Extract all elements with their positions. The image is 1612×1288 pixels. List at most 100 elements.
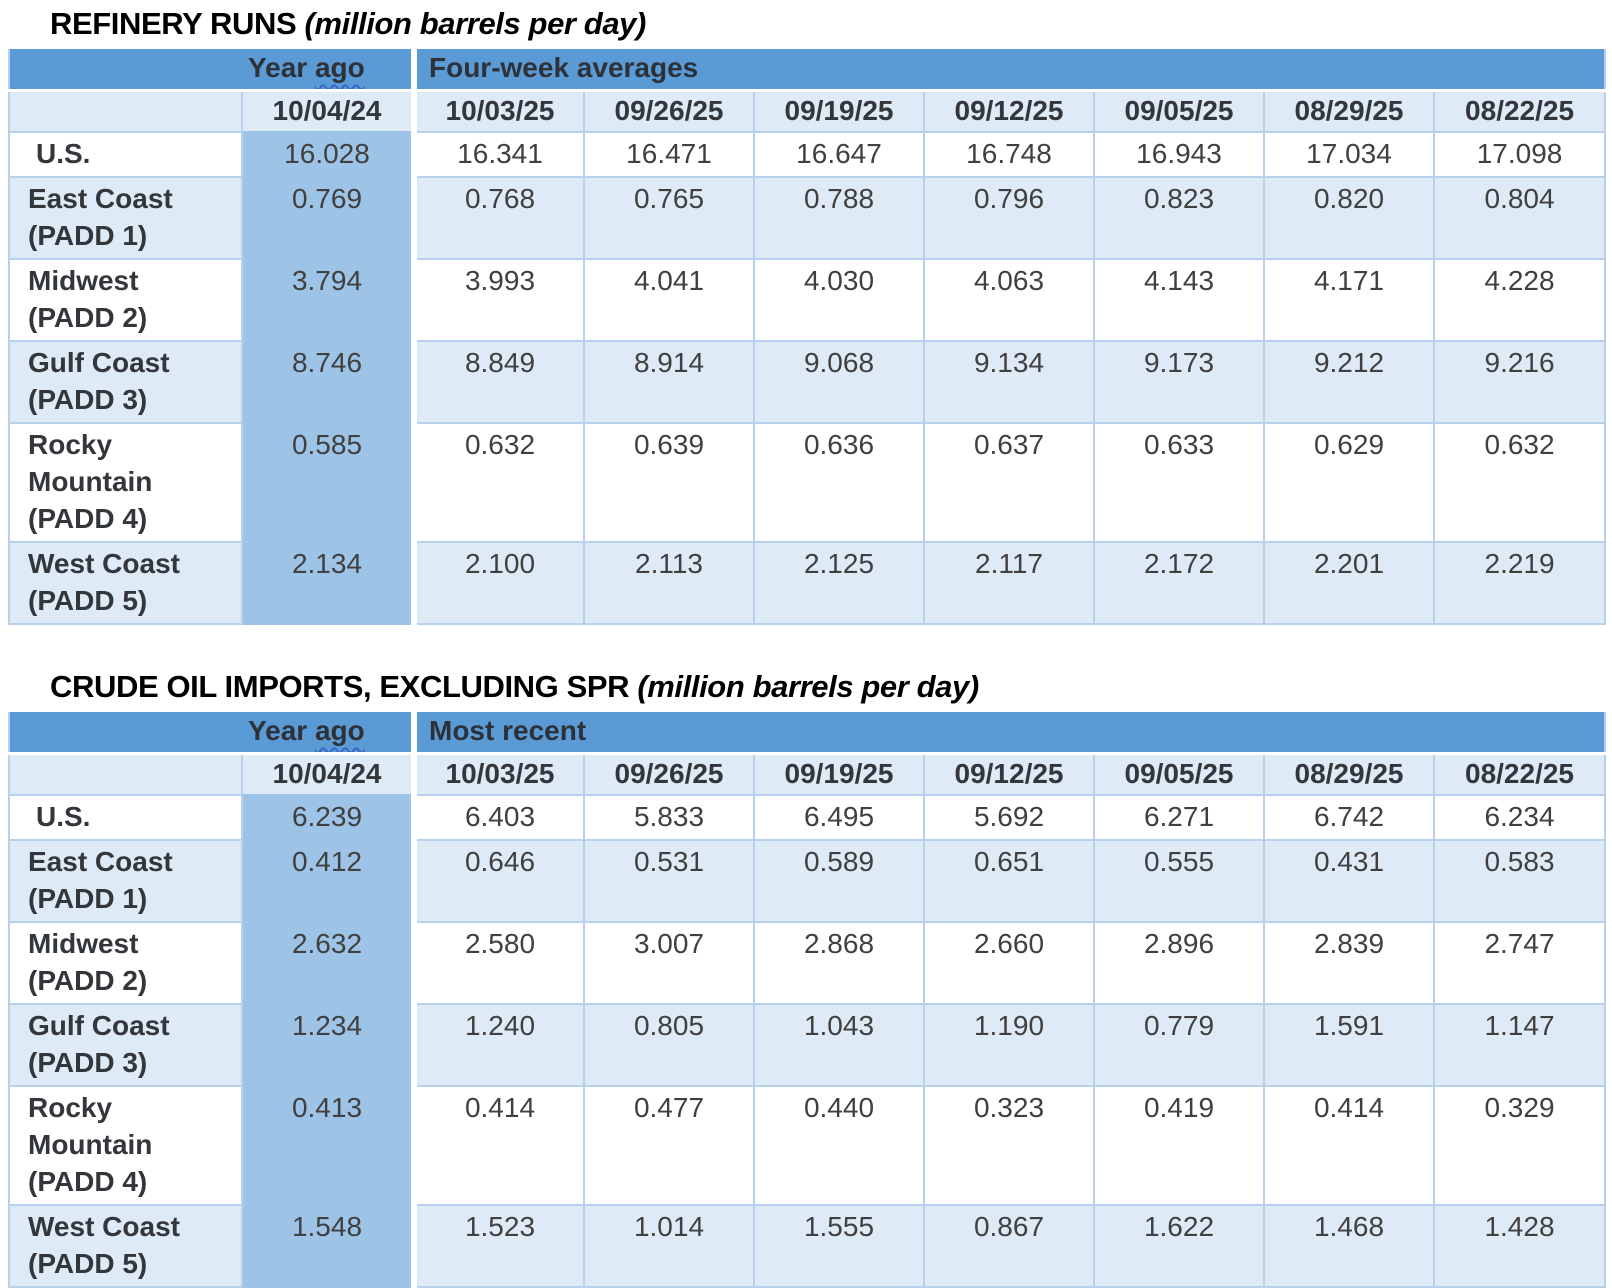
crude-oil-imports-section: CRUDE OIL IMPORTS, EXCLUDING SPR (millio…: [8, 669, 1612, 1288]
value-cell: 2.660: [923, 921, 1095, 1005]
region-label-line: (PADD 1): [28, 883, 148, 914]
region-label-line: Midwest: [28, 265, 139, 296]
table-row: Midwest (PADD 2) 2.632 2.580 3.007 2.868 2.660…: [8, 921, 1606, 1005]
region-label-line: (PADD 2): [28, 302, 148, 333]
title-unit: (million barrels per day): [637, 669, 979, 704]
date-header-row: 10/04/24 10/03/25 09/26/25 09/19/25 09/1…: [8, 89, 1607, 133]
date-header: 09/05/25: [1093, 89, 1265, 133]
region-label-line: Gulf Coast: [28, 347, 170, 378]
date-header: 09/12/25: [923, 89, 1095, 133]
value-cell: 4.143: [1093, 258, 1265, 342]
region-label: U.S.: [8, 794, 243, 841]
value-cell: 0.646: [413, 839, 585, 923]
value-cell: 16.647: [753, 131, 925, 178]
value-cell: 0.632: [413, 422, 585, 543]
year-ago-value: 0.413: [241, 1085, 417, 1206]
year-ago-value: 1.234: [241, 1003, 417, 1087]
region-label: Rocky Mountain (PADD 4): [8, 422, 243, 543]
table-row: West Coast (PADD 5) 1.548 1.523 1.014 1.555 0.…: [8, 1204, 1606, 1288]
value-cell: 0.779: [1093, 1003, 1265, 1087]
year-ago-date-header: 10/04/24: [241, 89, 417, 133]
value-cell: 0.414: [413, 1085, 585, 1206]
year-ago-value: 0.412: [241, 839, 417, 923]
year-ago-word-squiggled: ago: [314, 52, 365, 83]
value-cell: 1.147: [1433, 1003, 1606, 1087]
region-label-line: Midwest: [28, 928, 139, 959]
year-ago-word: Year: [248, 715, 308, 746]
date-header: 09/19/25: [753, 752, 925, 796]
table-row: West Coast (PADD 5) 2.134 2.100 2.113 2.125 2.…: [8, 541, 1607, 625]
refinery-runs-body: U.S. 16.028 16.341 16.471 16.647 16.748 16.943…: [8, 131, 1607, 625]
value-cell: 1.523: [413, 1204, 585, 1288]
group-header-row: Year ago Most recent: [8, 712, 1606, 755]
value-cell: 3.007: [583, 921, 755, 1005]
value-cell: 1.240: [413, 1003, 585, 1087]
value-cell: 9.134: [923, 340, 1095, 424]
region-label: Midwest (PADD 2): [8, 921, 243, 1005]
year-ago-date-header: 10/04/24: [241, 752, 417, 796]
corner-cell: [8, 49, 242, 92]
value-cell: 9.068: [753, 340, 925, 424]
value-cell: 6.271: [1093, 794, 1265, 841]
value-cell: 0.636: [753, 422, 925, 543]
date-header: 09/05/25: [1093, 752, 1265, 796]
empty-label-header: [8, 752, 243, 796]
year-ago-value: 2.632: [241, 921, 417, 1005]
year-ago-word-squiggled: ago: [314, 715, 365, 746]
value-cell: 2.100: [413, 541, 585, 625]
crude-oil-imports-body: U.S. 6.239 6.403 5.833 6.495 5.692 6.271 6.742 6…: [8, 794, 1606, 1288]
value-cell: 6.495: [753, 794, 925, 841]
date-header: 09/26/25: [583, 89, 755, 133]
region-label-line: (PADD 4): [28, 1166, 148, 1197]
region-label-line: West Coast: [28, 548, 180, 579]
value-cell: 16.748: [923, 131, 1095, 178]
value-cell: 2.113: [583, 541, 755, 625]
group-header-row: Year ago Four-week averages: [8, 49, 1607, 92]
value-cell: 1.468: [1263, 1204, 1435, 1288]
date-header: 08/22/25: [1433, 752, 1606, 796]
region-label-line: Rocky: [28, 429, 113, 460]
year-ago-value: 3.794: [241, 258, 417, 342]
region-label: Rocky Mountain (PADD 4): [8, 1085, 243, 1206]
group-label: Four-week averages: [412, 49, 1607, 92]
value-cell: 0.805: [583, 1003, 755, 1087]
value-cell: 0.639: [583, 422, 755, 543]
value-cell: 17.098: [1432, 131, 1607, 178]
region-label: U.S.: [8, 131, 243, 178]
region-label: East Coast (PADD 1): [8, 176, 243, 260]
value-cell: 4.228: [1432, 258, 1607, 342]
date-header: 10/03/25: [413, 89, 585, 133]
value-cell: 0.633: [1093, 422, 1265, 543]
year-ago-word: Year: [248, 52, 308, 83]
value-cell: 2.117: [923, 541, 1095, 625]
year-ago-value: 0.769: [241, 176, 417, 260]
value-cell: 0.583: [1433, 839, 1606, 923]
date-header: 09/12/25: [923, 752, 1095, 796]
region-label-line: (PADD 3): [28, 1047, 148, 1078]
date-header: 09/26/25: [583, 752, 755, 796]
value-cell: 0.804: [1432, 176, 1607, 260]
region-label: East Coast (PADD 1): [8, 839, 243, 923]
date-header: 08/22/25: [1432, 89, 1607, 133]
value-cell: 0.867: [923, 1204, 1095, 1288]
year-ago-value: 6.239: [241, 794, 417, 841]
value-cell: 1.591: [1263, 1003, 1435, 1087]
value-cell: 16.471: [583, 131, 755, 178]
title-text: REFINERY RUNS: [50, 6, 297, 41]
value-cell: 6.403: [413, 794, 585, 841]
value-cell: 0.531: [583, 839, 755, 923]
value-cell: 2.580: [413, 921, 585, 1005]
region-label: West Coast (PADD 5): [8, 541, 243, 625]
region-label: West Coast (PADD 5): [8, 1204, 243, 1288]
region-label-line: West Coast: [28, 1211, 180, 1242]
value-cell: 0.440: [753, 1085, 925, 1206]
region-label-line: U.S.: [36, 801, 91, 832]
value-cell: 0.419: [1093, 1085, 1265, 1206]
refinery-runs-title: REFINERY RUNS (million barrels per day): [50, 6, 1612, 42]
value-cell: 3.993: [413, 258, 585, 342]
value-cell: 8.914: [583, 340, 755, 424]
year-ago-value: 0.585: [241, 422, 417, 543]
value-cell: 0.323: [923, 1085, 1095, 1206]
value-cell: 1.428: [1433, 1204, 1606, 1288]
